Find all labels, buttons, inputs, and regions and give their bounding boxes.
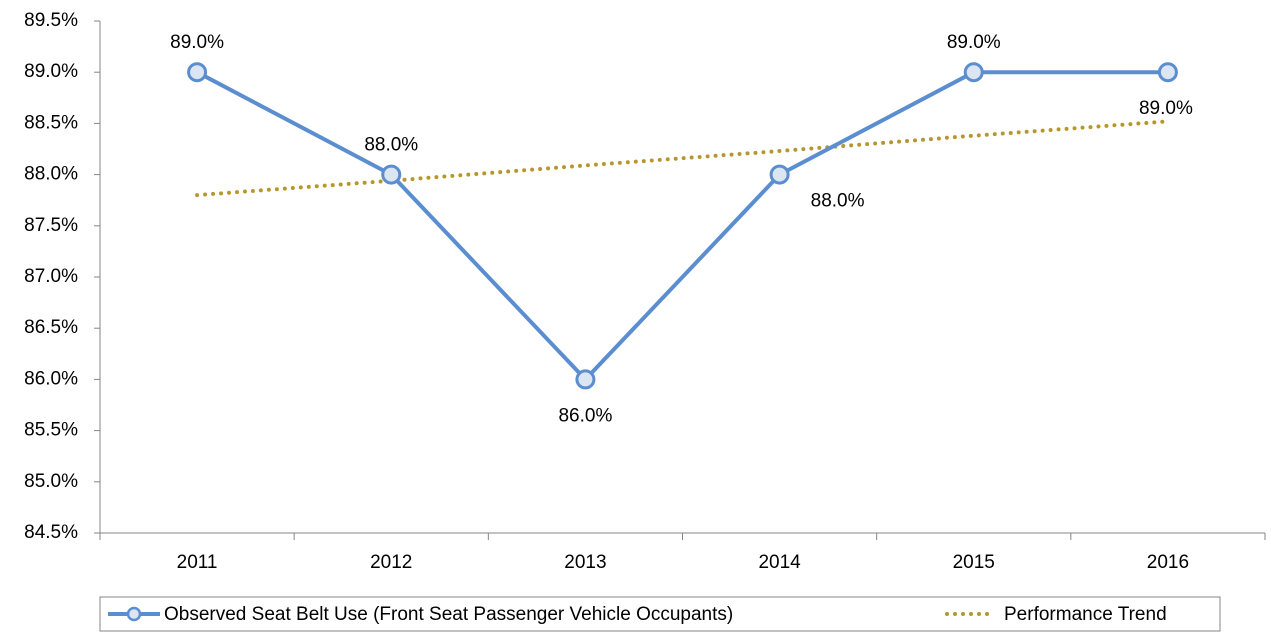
series-line [195,70,1170,382]
data-label: 88.0% [364,135,418,156]
y-tick-label: 88.0% [24,164,78,185]
marker [769,164,790,185]
data-label: 86.0% [558,405,612,426]
marker [1157,62,1178,83]
y-tick-label: 89.0% [24,61,78,82]
x-tick-label: 2013 [564,552,606,573]
trend-line [195,119,1170,198]
legend-marker [126,606,142,622]
marker [187,62,208,83]
marker [963,62,984,83]
y-tick-label: 87.5% [24,215,78,236]
y-tick-label: 89.5% [24,10,78,31]
y-tick-label: 85.5% [24,420,78,441]
y-tick-label: 86.0% [24,368,78,389]
data-label: 89.0% [170,32,224,53]
x-tick-label: 2016 [1147,552,1189,573]
x-tick-label: 2011 [177,552,218,573]
x-tick-label: 2014 [758,552,801,573]
x-tick-label: 2015 [953,552,995,573]
x-tick-label: 2012 [370,552,412,573]
y-tick-label: 84.5% [24,522,78,543]
y-tick-label: 86.5% [24,317,78,338]
legend-label: Performance Trend [1004,604,1167,625]
legend-box [99,596,1221,632]
y-tick-label: 87.0% [24,266,78,287]
data-label: 89.0% [947,32,1001,53]
y-tick-label: 88.5% [24,112,78,133]
marker [381,164,402,185]
legend-label: Observed Seat Belt Use (Front Seat Passe… [164,604,733,625]
data-label: 88.0% [811,191,865,212]
y-tick-label: 85.0% [24,471,78,492]
marker [575,369,596,390]
data-label: 89.0% [1139,98,1193,119]
